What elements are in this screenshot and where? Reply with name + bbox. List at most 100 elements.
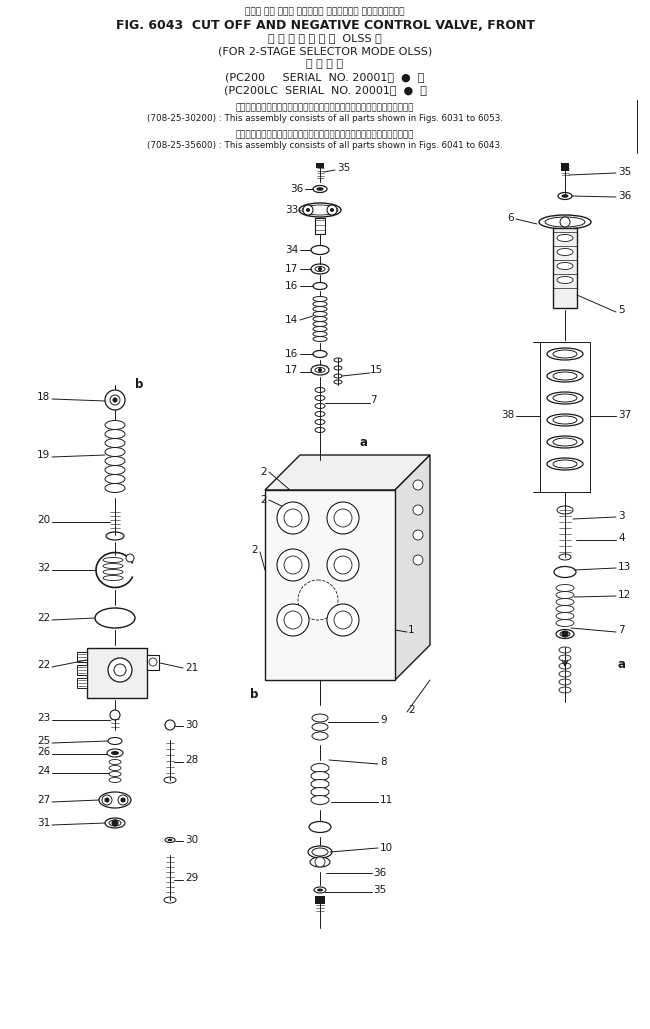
Text: 7: 7 [370,395,376,405]
Ellipse shape [313,331,327,336]
Ellipse shape [560,632,570,637]
Ellipse shape [556,612,574,619]
Bar [553,228,577,308]
Ellipse shape [547,414,583,426]
Circle shape [327,549,359,581]
Text: 6: 6 [508,213,514,223]
Circle shape [298,580,338,620]
Ellipse shape [311,365,329,375]
Text: 17: 17 [285,365,298,375]
Polygon shape [265,455,430,490]
Circle shape [121,799,125,802]
Circle shape [562,631,568,637]
Text: 36: 36 [618,191,631,201]
Ellipse shape [299,203,341,217]
Circle shape [114,664,126,676]
Circle shape [284,611,302,629]
Ellipse shape [311,246,329,254]
Circle shape [165,720,175,730]
Circle shape [413,505,423,514]
Ellipse shape [95,608,135,628]
Ellipse shape [311,795,329,805]
Ellipse shape [559,663,571,669]
Text: 27: 27 [37,795,50,805]
Text: 2: 2 [261,495,267,505]
Bar [77,678,87,688]
Text: 15: 15 [370,365,384,375]
Text: 2: 2 [261,467,267,477]
Circle shape [327,205,337,215]
Circle shape [105,799,109,802]
Ellipse shape [311,780,329,788]
Ellipse shape [315,403,325,409]
Ellipse shape [308,846,332,858]
Text: 17: 17 [285,264,298,274]
Ellipse shape [105,457,125,465]
Ellipse shape [109,759,121,765]
Ellipse shape [553,350,577,358]
Circle shape [277,502,309,534]
Ellipse shape [553,416,577,424]
Text: このアセンブリの構成部品は第６０４１図から第６０４３図まで含みます。: このアセンブリの構成部品は第６０４１図から第６０４３図まで含みます。 [236,130,414,139]
Ellipse shape [315,427,325,432]
Ellipse shape [109,766,121,771]
Text: 5: 5 [618,305,625,315]
Circle shape [149,658,157,666]
Text: 22: 22 [37,613,50,623]
Circle shape [413,530,423,540]
Ellipse shape [105,429,125,438]
Circle shape [318,267,322,271]
Ellipse shape [553,394,577,402]
Circle shape [306,208,310,212]
Ellipse shape [313,301,327,307]
Text: (708-25-30200) : This assembly consists of all parts shown in Figs. 6031 to 6053: (708-25-30200) : This assembly consists … [147,114,503,123]
Ellipse shape [111,751,119,755]
Text: 22: 22 [37,660,50,670]
Ellipse shape [557,262,573,270]
Text: このアセンブリの構成部品は第６０３１図から第６０５３図まで含みます。: このアセンブリの構成部品は第６０３１図から第６０５３図まで含みます。 [236,103,414,112]
Circle shape [284,556,302,574]
Ellipse shape [315,388,325,392]
Circle shape [334,611,352,629]
Circle shape [334,509,352,527]
Ellipse shape [334,380,342,384]
Ellipse shape [556,605,574,612]
Ellipse shape [313,321,327,326]
Text: b: b [250,688,258,702]
Ellipse shape [312,848,328,856]
Text: 16: 16 [285,349,298,359]
Ellipse shape [313,185,327,192]
Bar [315,896,325,904]
Text: 18: 18 [37,392,50,402]
Text: 11: 11 [380,795,393,805]
Polygon shape [395,455,430,680]
Text: a: a [360,436,368,450]
Circle shape [277,604,309,636]
Text: 30: 30 [185,835,198,845]
Circle shape [303,205,313,215]
Ellipse shape [547,370,583,382]
Ellipse shape [310,857,330,867]
Circle shape [413,555,423,565]
Ellipse shape [559,679,571,685]
Ellipse shape [105,818,125,828]
Text: 21: 21 [185,663,198,673]
Ellipse shape [312,723,328,731]
Text: FIG. 6043  CUT OFF AND NEGATIVE CONTROL VALVE, FRONT: FIG. 6043 CUT OFF AND NEGATIVE CONTROL V… [116,19,534,32]
Text: 38: 38 [500,410,514,420]
Ellipse shape [105,438,125,448]
Text: 32: 32 [37,563,50,573]
Text: 25: 25 [37,736,50,746]
Ellipse shape [313,317,327,321]
Text: 20: 20 [37,514,50,525]
Ellipse shape [557,506,573,514]
Ellipse shape [105,465,125,474]
Ellipse shape [103,575,123,580]
Text: 16: 16 [285,281,298,291]
Text: 4: 4 [618,533,625,543]
Circle shape [108,658,132,682]
Circle shape [110,395,120,405]
Text: 33: 33 [285,205,298,215]
Text: 24: 24 [37,766,50,776]
Ellipse shape [313,312,327,317]
